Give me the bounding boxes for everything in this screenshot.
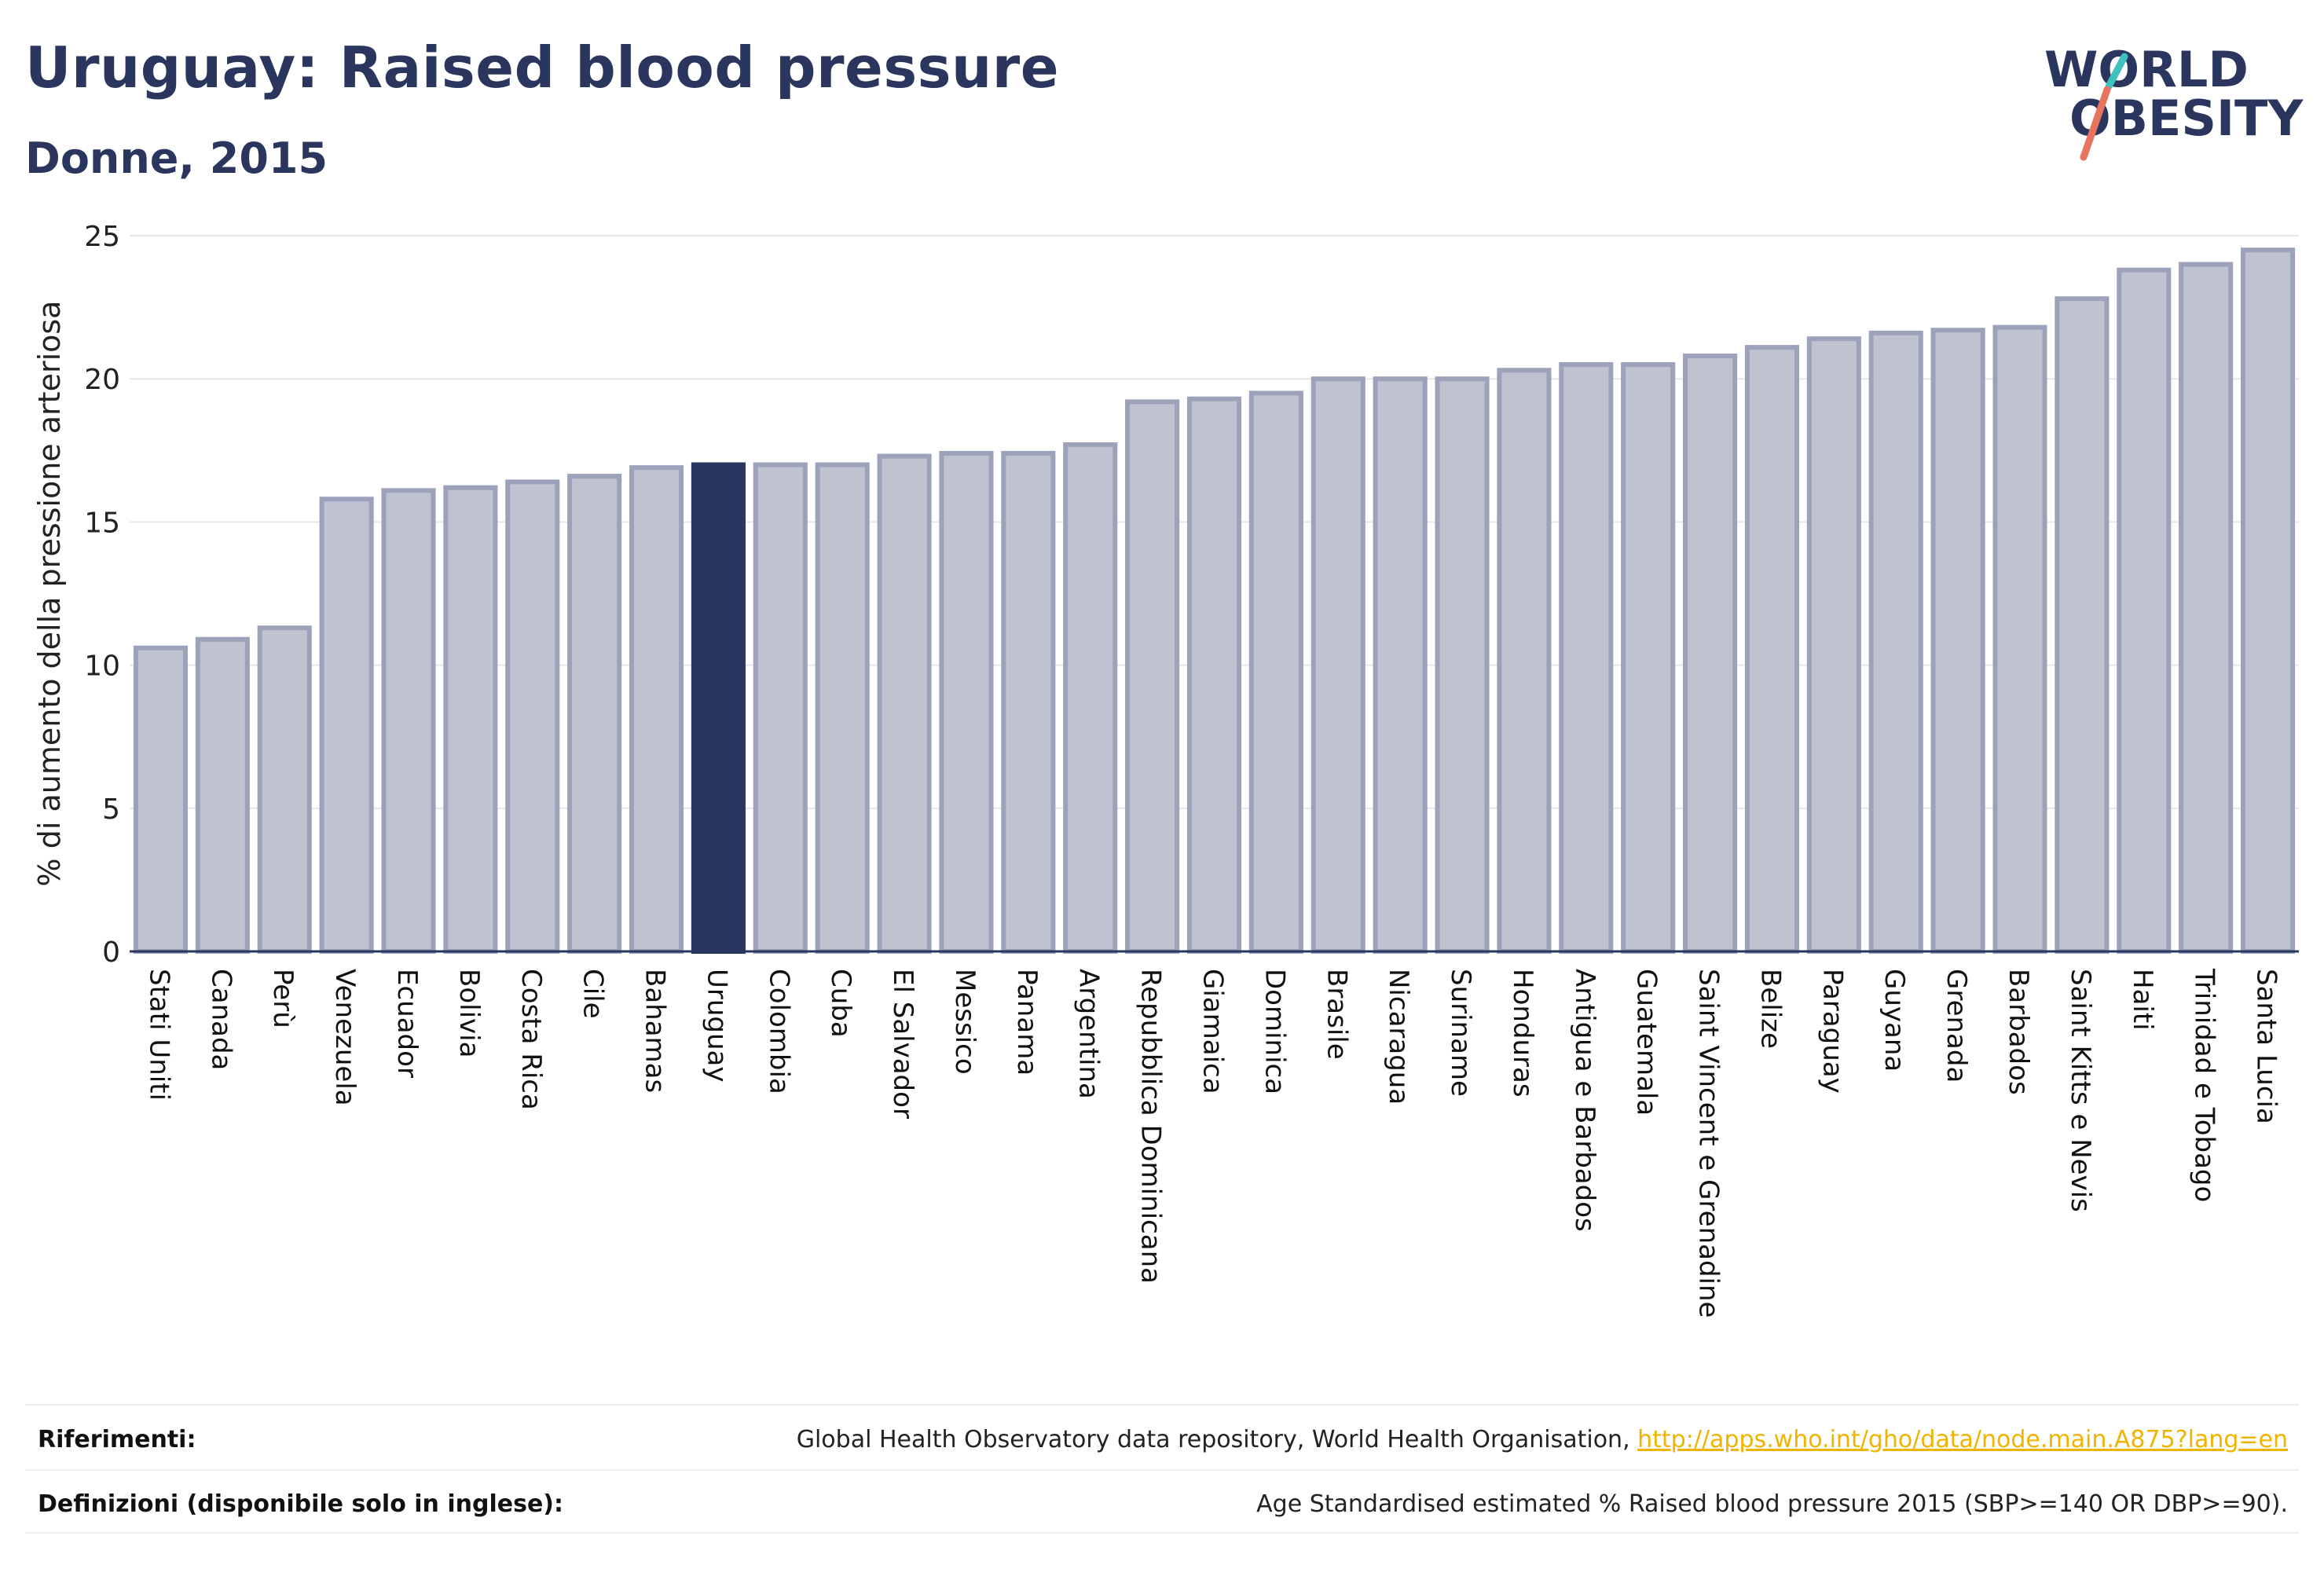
bar-guatemala — [1621, 361, 1676, 955]
y-tick-label: 25 — [84, 221, 120, 253]
x-tick-label: Trinidad e Tobago — [2189, 968, 2220, 1202]
x-tick-labels: Stati Uniti Canada Perù Venezuela Ecuador Bol… — [143, 968, 2282, 1318]
bar-trinidad-e-tobago — [2179, 262, 2234, 954]
x-tick-label: Ecuador — [391, 969, 423, 1078]
x-tick-label: Costa Rica — [515, 969, 547, 1110]
bar-paraguay — [1806, 336, 1861, 954]
bar-belize — [1744, 345, 1800, 954]
references-text: Global Health Observatory data repositor… — [796, 1426, 1638, 1453]
x-tick-label: Guyana — [1879, 969, 1910, 1072]
x-tick-label: Argentina — [1073, 969, 1105, 1099]
y-tick-label: 5 — [102, 793, 120, 826]
bar-bolivia — [443, 485, 498, 954]
y-tick-labels: 0 5 10 15 20 25 — [84, 221, 120, 969]
footer-divider-bottom — [25, 1532, 2299, 1534]
bar-saint-kitts-e-nevis — [2055, 296, 2110, 954]
bar-panama — [1001, 450, 1056, 954]
bar-haiti — [2117, 267, 2172, 954]
x-tick-label: Bahamas — [640, 969, 671, 1093]
bar-bahamas — [629, 465, 684, 954]
x-tick-label: Honduras — [1507, 969, 1538, 1098]
x-tick-label: Giamaica — [1197, 969, 1229, 1094]
x-tick-label: Colombia — [763, 969, 794, 1094]
bar-honduras — [1497, 368, 1552, 954]
bar-suriname — [1435, 376, 1490, 954]
x-tick-label: Messico — [949, 969, 981, 1075]
y-tick-label: 0 — [102, 936, 120, 969]
x-tick-label: Belize — [1754, 969, 1786, 1049]
bar-argentina — [1063, 442, 1118, 954]
references-label: Riferimenti: — [38, 1426, 196, 1453]
x-tick-label: Panama — [1011, 969, 1043, 1076]
bar-santa-lucia — [2241, 247, 2296, 955]
x-tick-label: Saint Vincent e Grenadine — [1693, 969, 1725, 1318]
bar-guyana — [1868, 330, 1923, 954]
x-tick-label: Brasile — [1321, 969, 1352, 1060]
logo-slash-coral — [2080, 86, 2111, 161]
bar-repubblica-dominicana — [1125, 399, 1180, 954]
x-tick-label: Canada — [205, 969, 236, 1070]
logo-line-2: OBESITY — [2069, 90, 2304, 147]
x-tick-label: Venezuela — [329, 969, 361, 1106]
bar-messico — [939, 450, 994, 954]
bar-cile — [567, 474, 622, 954]
x-tick-label: Uruguay — [701, 969, 732, 1083]
references-link[interactable]: http://apps.who.int/gho/data/node.main.A… — [1637, 1426, 2288, 1453]
y-tick-label: 20 — [84, 364, 120, 396]
bar-ecuador — [381, 488, 436, 954]
x-tick-label: Santa Lucia — [2251, 969, 2282, 1124]
page-title: Uruguay: Raised blood pressure — [25, 35, 1060, 101]
x-tick-label: Guatemala — [1631, 969, 1662, 1116]
y-axis-label: % di aumento della pressione arteriosa — [32, 301, 67, 887]
bar-nicaragua — [1373, 376, 1428, 954]
bar-antigua-e-barbados — [1559, 361, 1614, 955]
bar-canada — [195, 636, 250, 955]
references-value: Global Health Observatory data repositor… — [797, 1426, 2288, 1453]
x-tick-label: Haiti — [2127, 969, 2158, 1031]
footer-divider-middle — [25, 1469, 2299, 1471]
x-tick-label: Nicaragua — [1383, 969, 1414, 1105]
definitions-label: Definizioni (disponibile solo in inglese… — [38, 1490, 563, 1518]
x-tick-label: Suriname — [1445, 969, 1476, 1097]
bar-saint-vincent-e-grenadine — [1683, 354, 1738, 955]
bar-giamaica — [1186, 396, 1242, 954]
footer-divider-top — [25, 1404, 2299, 1406]
logo-line-1: WORLD — [2044, 41, 2249, 98]
y-tick-label: 10 — [84, 651, 120, 683]
world-obesity-logo: WORLD OBESITY — [2044, 41, 2304, 161]
bar-barbados — [1992, 324, 2047, 955]
bar-per- — [257, 625, 312, 955]
bars — [133, 247, 2296, 955]
x-tick-label: Cuba — [825, 969, 856, 1038]
x-tick-label: Grenada — [1941, 969, 1972, 1083]
bar-venezuela — [319, 497, 374, 954]
x-tick-label: Bolivia — [453, 969, 485, 1057]
x-tick-label: Paraguay — [1816, 969, 1848, 1094]
logo-slash-teal — [2105, 53, 2128, 90]
bar-chart: 0 5 10 15 20 25 Stati Uniti Canada Perù Venezuel… — [32, 221, 2299, 1318]
x-tick-label: Antigua e Barbados — [1569, 969, 1600, 1232]
x-tick-label: Saint Kitts e Nevis — [2065, 969, 2096, 1212]
x-tick-label: Barbados — [2003, 969, 2034, 1095]
definitions-value: Age Standardised estimated % Raised bloo… — [1256, 1490, 2288, 1518]
y-tick-label: 15 — [84, 507, 120, 539]
bar-colombia — [753, 462, 808, 954]
bar-costa-rica — [505, 479, 560, 954]
bar-dominica — [1248, 390, 1303, 955]
bar-grenada — [1930, 328, 1985, 954]
x-tick-label: Repubblica Dominicana — [1135, 969, 1167, 1284]
x-tick-label: Cile — [577, 969, 609, 1019]
bar-uruguay — [691, 462, 746, 954]
x-tick-label: Perù — [267, 969, 299, 1028]
x-tick-label: Stati Uniti — [143, 969, 174, 1101]
bar-cuba — [815, 462, 870, 954]
page-subtitle: Donne, 2015 — [25, 134, 328, 183]
x-tick-label: Dominica — [1259, 969, 1290, 1094]
bar-brasile — [1310, 376, 1365, 954]
bar-el-salvador — [877, 453, 932, 954]
x-tick-label: El Salvador — [887, 969, 918, 1119]
bar-stati-uniti — [133, 645, 188, 955]
